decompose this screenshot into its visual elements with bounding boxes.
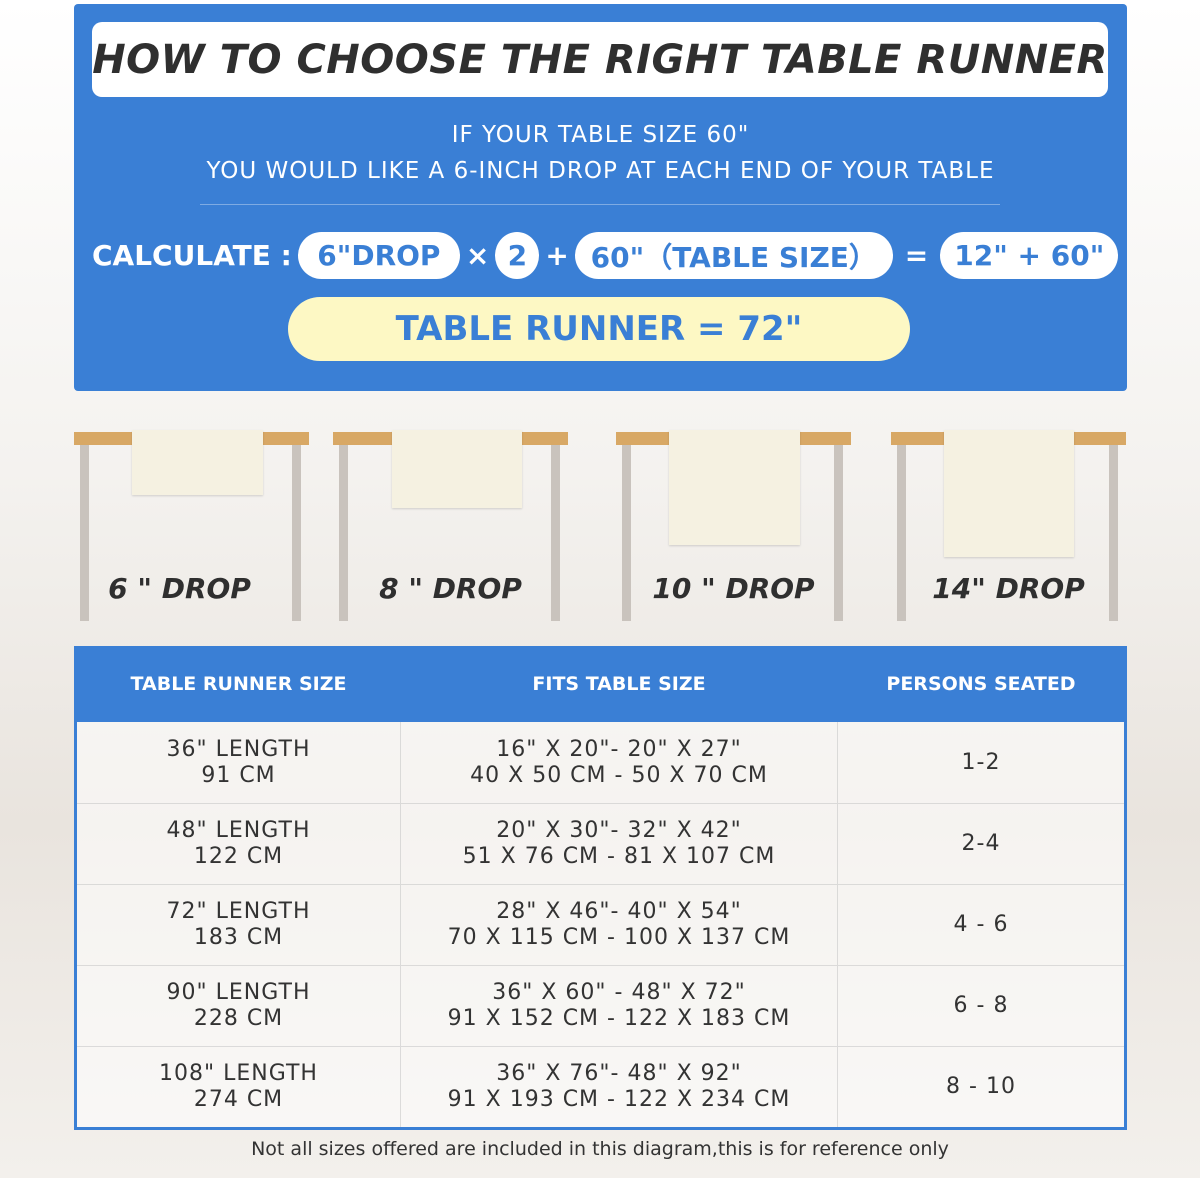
fits-cm: 40 X 50 CM - 50 X 70 CM bbox=[470, 762, 768, 788]
header-fits-table: FITS TABLE SIZE bbox=[532, 673, 706, 695]
persons-value: 2-4 bbox=[961, 831, 1001, 856]
drop-label: 8 " DROP bbox=[379, 572, 522, 605]
persons-cell: 1-2 bbox=[838, 722, 1124, 803]
table-header: TABLE RUNNER SIZE FITS TABLE SIZE PERSON… bbox=[77, 646, 1124, 722]
fits-inches: 36" X 60" - 48" X 72" bbox=[492, 980, 746, 1005]
divider bbox=[200, 204, 1000, 205]
runner-cm: 228 CM bbox=[193, 1006, 284, 1031]
fits-inches: 28" X 46"- 40" X 54" bbox=[496, 899, 742, 924]
table-row: 108" LENGTH 274 CM 36" X 76"- 48" X 92" 91… bbox=[77, 1046, 1124, 1127]
drop-illustration-14: 14" DROP bbox=[891, 430, 1126, 622]
fits-inches: 20" X 30"- 32" X 42" bbox=[496, 818, 742, 843]
fits-size-cell: 36" X 60" - 48" X 72" 91 X 152 CM - 122 X… bbox=[400, 966, 838, 1046]
runner-image bbox=[944, 430, 1074, 557]
runner-image bbox=[392, 430, 522, 508]
runner-length: 90" LENGTH bbox=[166, 980, 311, 1005]
fits-cm: 91 X 152 CM - 122 X 183 CM bbox=[447, 1006, 791, 1031]
table-size-pill: 60"（TABLE SIZE） bbox=[574, 232, 893, 279]
page-title: HOW TO CHOOSE THE RIGHT TABLE RUNNER bbox=[92, 22, 1108, 97]
runner-size-cell: 72" LENGTH 183 CM bbox=[77, 885, 400, 965]
runner-length: 48" LENGTH bbox=[166, 818, 311, 843]
intro-line-2: YOU WOULD LIKE A 6-INCH DROP AT EACH END… bbox=[206, 158, 995, 184]
times-sign: × bbox=[465, 239, 490, 272]
fits-inches: 36" X 76"- 48" X 92" bbox=[496, 1061, 742, 1086]
runner-size-cell: 48" LENGTH 122 CM bbox=[77, 804, 400, 884]
result-pill: TABLE RUNNER = 72" bbox=[288, 297, 910, 361]
multiplier-pill: 2 bbox=[495, 232, 540, 279]
persons-cell: 2-4 bbox=[838, 804, 1124, 884]
fits-cm: 70 X 115 CM - 100 X 137 CM bbox=[447, 925, 791, 950]
runner-cm: 274 CM bbox=[193, 1087, 284, 1112]
runner-cm: 91 CM bbox=[201, 762, 276, 788]
calc-label: CALCULATE : bbox=[92, 239, 292, 272]
persons-cell: 6 - 8 bbox=[838, 966, 1124, 1046]
header-persons: PERSONS SEATED bbox=[886, 673, 1076, 695]
header-runner-size: TABLE RUNNER SIZE bbox=[130, 673, 347, 695]
persons-value: 1-2 bbox=[961, 749, 1001, 775]
runner-image bbox=[132, 430, 263, 495]
persons-value: 4 - 6 bbox=[953, 912, 1009, 937]
table-row: 90" LENGTH 228 CM 36" X 60" - 48" X 72" 91… bbox=[77, 965, 1124, 1046]
persons-value: 8 - 10 bbox=[946, 1074, 1016, 1099]
drop-illustration-8: 8 " DROP bbox=[333, 430, 568, 622]
fits-cm: 91 X 193 CM - 122 X 234 CM bbox=[447, 1087, 791, 1112]
drop-pill: 6"DROP bbox=[297, 232, 460, 279]
persons-value: 6 - 8 bbox=[953, 993, 1009, 1018]
runner-length: 36" LENGTH bbox=[166, 736, 311, 762]
intro-line-1: IF YOUR TABLE SIZE 60" bbox=[451, 122, 750, 148]
persons-cell: 8 - 10 bbox=[838, 1047, 1124, 1127]
runner-cm: 122 CM bbox=[193, 844, 284, 869]
table-row: 36" LENGTH 91 CM 16" X 20"- 20" X 27" 40 X… bbox=[77, 722, 1124, 803]
equals-sign: = bbox=[904, 239, 929, 272]
drop-label: 14" DROP bbox=[932, 572, 1085, 605]
persons-cell: 4 - 6 bbox=[838, 885, 1124, 965]
fits-cm: 51 X 76 CM - 81 X 107 CM bbox=[462, 844, 776, 869]
runner-size-cell: 108" LENGTH 274 CM bbox=[77, 1047, 400, 1127]
drop-illustration-6: 6 " DROP bbox=[74, 430, 309, 622]
sum-pill: 12" + 60" bbox=[940, 232, 1119, 279]
footnote: Not all sizes offered are included in th… bbox=[251, 1138, 949, 1160]
fits-size-cell: 28" X 46"- 40" X 54" 70 X 115 CM - 100 X … bbox=[400, 885, 838, 965]
fits-size-cell: 16" X 20"- 20" X 27" 40 X 50 CM - 50 X 70… bbox=[400, 722, 838, 803]
drop-label: 6 " DROP bbox=[108, 572, 251, 605]
runner-size-cell: 90" LENGTH 228 CM bbox=[77, 966, 400, 1046]
drop-illustration-10: 10 " DROP bbox=[616, 430, 851, 622]
runner-length: 108" LENGTH bbox=[159, 1061, 318, 1086]
size-table: TABLE RUNNER SIZE FITS TABLE SIZE PERSON… bbox=[74, 646, 1127, 1130]
runner-image bbox=[669, 430, 800, 545]
table-row: 72" LENGTH 183 CM 28" X 46"- 40" X 54" 70 … bbox=[77, 884, 1124, 965]
plus-sign: + bbox=[545, 239, 569, 272]
fits-size-cell: 36" X 76"- 48" X 92" 91 X 193 CM - 122 X … bbox=[400, 1047, 838, 1127]
runner-length: 72" LENGTH bbox=[166, 899, 311, 924]
runner-cm: 183 CM bbox=[193, 925, 284, 950]
runner-size-cell: 36" LENGTH 91 CM bbox=[77, 722, 400, 803]
fits-inches: 16" X 20"- 20" X 27" bbox=[496, 736, 742, 762]
drop-label: 10 " DROP bbox=[652, 572, 815, 605]
table-row: 48" LENGTH 122 CM 20" X 30"- 32" X 42" 51 … bbox=[77, 803, 1124, 884]
fits-size-cell: 20" X 30"- 32" X 42" 51 X 76 CM - 81 X 10… bbox=[400, 804, 838, 884]
calculation-row: CALCULATE : 6"DROP × 2 + 60"（TABLE SIZE）… bbox=[92, 232, 1119, 279]
